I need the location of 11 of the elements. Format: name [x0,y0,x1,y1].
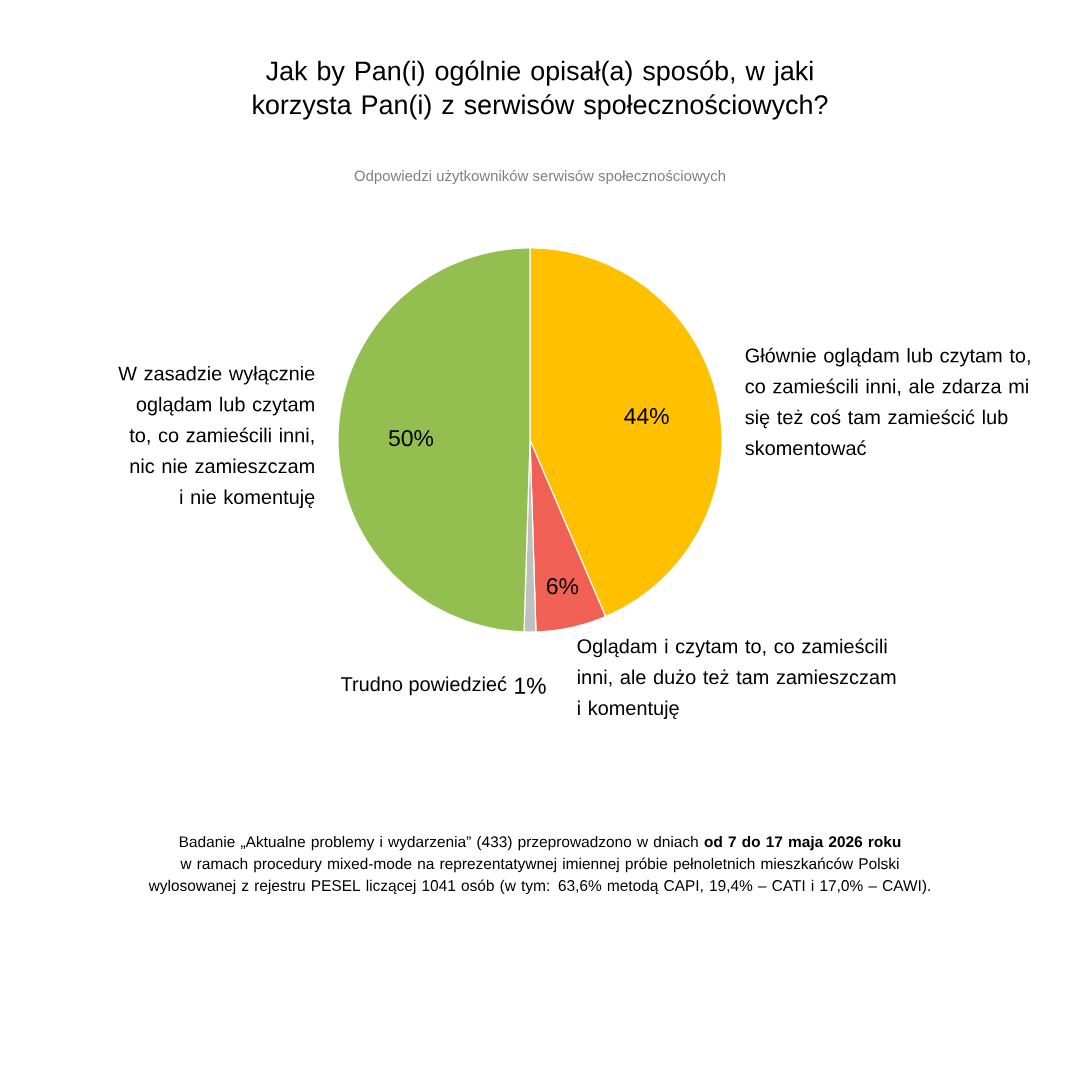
data-label: 6% [546,578,579,595]
slice-label: Trudno powiedzieć [341,676,507,696]
data-label: 1% [515,677,546,694]
text: Badanie „Aktualne problemy i wydarzenia” (433) przeprowadzono w dniach od 7 do 17 maja 2026 roku w ramach procedury mixed-mode na reprezentatywnej imiennej próbie pełnoletnich mieszkańców Polski wylosowanej z rejestru PESEL liczącej 1041 osób (w tym: 63,6% metodą CAPI, 19,4% – CATI i 17,0% – CAWI). [148,835,930,895]
slice-label: Głównie oglądam lub czytam to, co zamieścili inni, ale zdarza mi się też coś tam zamieścić lub skomentować [745,347,1030,456]
data-label: 50% [388,430,434,447]
chart-title: Jak by Pan(i) ogólnie opisał(a) sposób, w jaki korzysta Pan(i) z serwisów społecznościowych? [253,60,828,120]
chart-subtitle: Odpowiedzi użytkowników serwisów społecznościowych [354,169,726,185]
slice-label: Oglądam i czytam to, co zamieścili inni, ale dużo też tam zamieszczam i komentuję [577,638,896,720]
data-label: 44% [624,408,669,425]
slice-label: W zasadzie wyłącznie oglądam lub czytam to, co zamieścili inni, nic nie zamieszczam i nie komentuję [118,365,315,509]
